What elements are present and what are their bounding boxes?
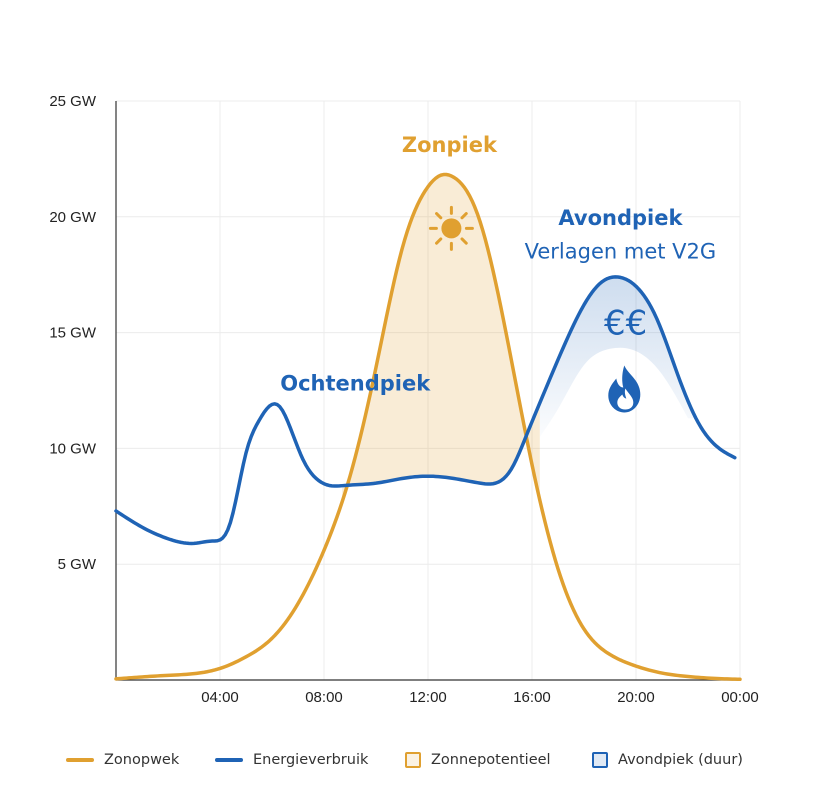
legend-label-zonopwek: Zonopwek xyxy=(104,752,180,768)
y-tick-label-0: 5 GW xyxy=(58,556,97,573)
legend-label-energieverbruik: Energieverbruik xyxy=(253,752,369,768)
y-tick-label-2: 15 GW xyxy=(49,325,97,342)
euro-icon: €€ xyxy=(604,303,647,343)
x-tick-label-4: 20:00 xyxy=(617,689,655,706)
y-tick-label-3: 20 GW xyxy=(49,209,97,226)
legend-label-zonnepotentieel: Zonnepotentieel xyxy=(431,752,551,768)
legend-item-zonopwek: Zonopwek xyxy=(66,745,179,775)
legend-swatch-energieverbruik xyxy=(215,758,243,762)
y-tick-label-4: 25 GW xyxy=(49,93,97,110)
x-tick-label-1: 08:00 xyxy=(305,689,343,706)
legend: Zonopwek Energieverbruik Zonnepotentieel… xyxy=(0,745,822,775)
series-line-energieverbruik xyxy=(114,275,737,546)
legend-item-avondpiek: Avondpiek (duur) xyxy=(592,745,743,775)
y-tick-label-1: 10 GW xyxy=(49,440,97,457)
legend-label-avondpiek: Avondpiek (duur) xyxy=(618,752,743,768)
series-line-zonopwek xyxy=(114,172,742,682)
x-tick-label-0: 04:00 xyxy=(201,689,239,706)
area-zonnepotentieel xyxy=(342,174,540,502)
legend-swatch-zonopwek xyxy=(66,758,94,762)
legend-swatch-avondpiek xyxy=(592,752,608,768)
x-tick-label-3: 16:00 xyxy=(513,689,551,706)
chart-svg: 5 GW 10 GW 15 GW 20 GW 25 GW 04:00 08:00 12:00 1… xyxy=(49,93,759,706)
flame-icon xyxy=(608,365,641,413)
legend-item-zonnepotentieel: Zonnepotentieel xyxy=(405,745,551,775)
annotation-ochtendpiek: Ochtendpiek xyxy=(280,372,431,396)
x-tick-label-2: 12:00 xyxy=(409,689,447,706)
annotation-zonpiek: Zonpiek xyxy=(402,133,498,157)
legend-item-energieverbruik: Energieverbruik xyxy=(215,745,368,775)
legend-swatch-zonnepotentieel xyxy=(405,752,421,768)
sun-icon xyxy=(428,205,474,251)
annotation-avondpiek: Avondpiek xyxy=(558,206,683,230)
x-tick-label-5: 00:00 xyxy=(721,689,759,706)
annotation-v2g: Verlagen met V2G xyxy=(525,240,717,264)
